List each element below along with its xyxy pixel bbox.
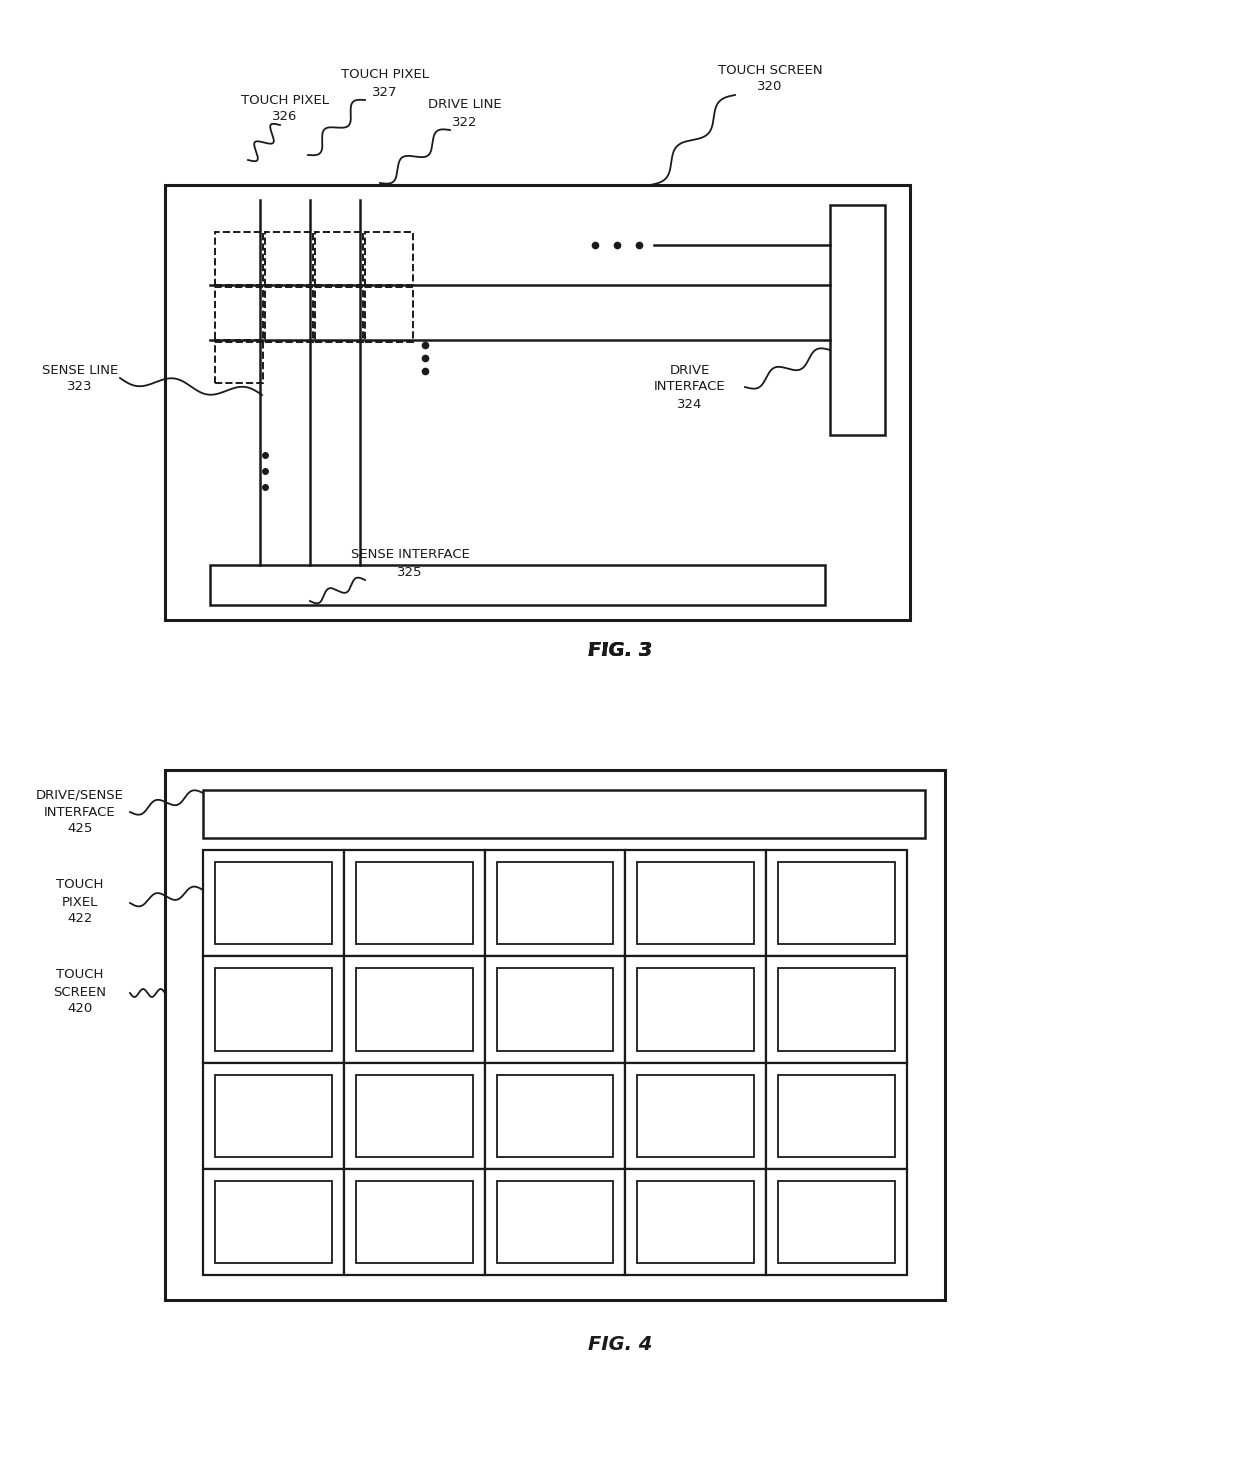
Bar: [265, 287, 312, 343]
Bar: [496, 1180, 614, 1263]
Bar: [215, 340, 263, 383]
Bar: [203, 790, 925, 837]
Text: 325: 325: [397, 566, 423, 579]
Text: 422: 422: [67, 913, 93, 926]
Bar: [343, 1168, 485, 1275]
Text: 322: 322: [453, 115, 477, 128]
Text: TOUCH: TOUCH: [56, 879, 104, 892]
Text: FIG. 3: FIG. 3: [588, 641, 652, 660]
Bar: [637, 1180, 754, 1263]
Bar: [203, 849, 343, 956]
Text: 326: 326: [273, 111, 298, 124]
Text: 323: 323: [67, 381, 93, 393]
Text: DRIVE/SENSE: DRIVE/SENSE: [36, 789, 124, 802]
Text: DRIVE LINE: DRIVE LINE: [428, 99, 502, 111]
Bar: [315, 287, 363, 343]
Bar: [496, 863, 614, 944]
Bar: [210, 566, 825, 606]
Bar: [766, 956, 906, 1062]
Bar: [343, 956, 485, 1062]
Bar: [625, 1168, 766, 1275]
Bar: [215, 863, 332, 944]
Text: 324: 324: [677, 397, 703, 411]
Bar: [637, 863, 754, 944]
Bar: [766, 849, 906, 956]
Bar: [315, 232, 363, 285]
Bar: [265, 232, 312, 285]
Bar: [779, 969, 895, 1050]
Text: SENSE LINE: SENSE LINE: [42, 363, 118, 377]
Bar: [496, 1074, 614, 1156]
Bar: [165, 185, 910, 620]
Bar: [779, 1180, 895, 1263]
Text: FIG. 3: FIG. 3: [588, 641, 652, 660]
Bar: [343, 1062, 485, 1168]
Bar: [779, 863, 895, 944]
Bar: [215, 1074, 332, 1156]
Bar: [625, 1062, 766, 1168]
Text: TOUCH SCREEN: TOUCH SCREEN: [718, 64, 822, 77]
Bar: [485, 1168, 625, 1275]
Bar: [625, 956, 766, 1062]
Bar: [779, 1074, 895, 1156]
Bar: [343, 849, 485, 956]
Bar: [215, 1180, 332, 1263]
Text: FIG. 3: FIG. 3: [588, 641, 652, 660]
Bar: [485, 849, 625, 956]
Bar: [356, 1180, 472, 1263]
Text: DRIVE: DRIVE: [670, 363, 711, 377]
Bar: [356, 969, 472, 1050]
Text: INTERFACE: INTERFACE: [655, 381, 725, 393]
Bar: [637, 969, 754, 1050]
Text: 320: 320: [758, 81, 782, 93]
Bar: [203, 1062, 343, 1168]
Bar: [356, 863, 472, 944]
Bar: [830, 205, 885, 436]
Bar: [766, 1168, 906, 1275]
Text: 425: 425: [67, 823, 93, 836]
Bar: [637, 1074, 754, 1156]
Text: SCREEN: SCREEN: [53, 985, 107, 998]
Text: PIXEL: PIXEL: [62, 895, 98, 908]
Text: 327: 327: [372, 86, 398, 99]
Bar: [215, 969, 332, 1050]
Bar: [203, 956, 343, 1062]
Bar: [215, 232, 263, 285]
Bar: [365, 287, 413, 343]
Bar: [496, 969, 614, 1050]
Bar: [485, 956, 625, 1062]
Bar: [766, 1062, 906, 1168]
Bar: [625, 849, 766, 956]
Text: SENSE INTERFACE: SENSE INTERFACE: [351, 548, 470, 561]
Text: INTERFACE: INTERFACE: [45, 805, 115, 818]
Bar: [356, 1074, 472, 1156]
Bar: [203, 1168, 343, 1275]
Text: TOUCH: TOUCH: [56, 969, 104, 982]
Bar: [365, 232, 413, 285]
Text: TOUCH PIXEL: TOUCH PIXEL: [341, 68, 429, 81]
Bar: [165, 770, 945, 1300]
Text: TOUCH PIXEL: TOUCH PIXEL: [241, 93, 329, 106]
Text: 420: 420: [67, 1003, 93, 1016]
Bar: [215, 287, 263, 343]
Text: FIG. 4: FIG. 4: [588, 1335, 652, 1354]
Bar: [485, 1062, 625, 1168]
